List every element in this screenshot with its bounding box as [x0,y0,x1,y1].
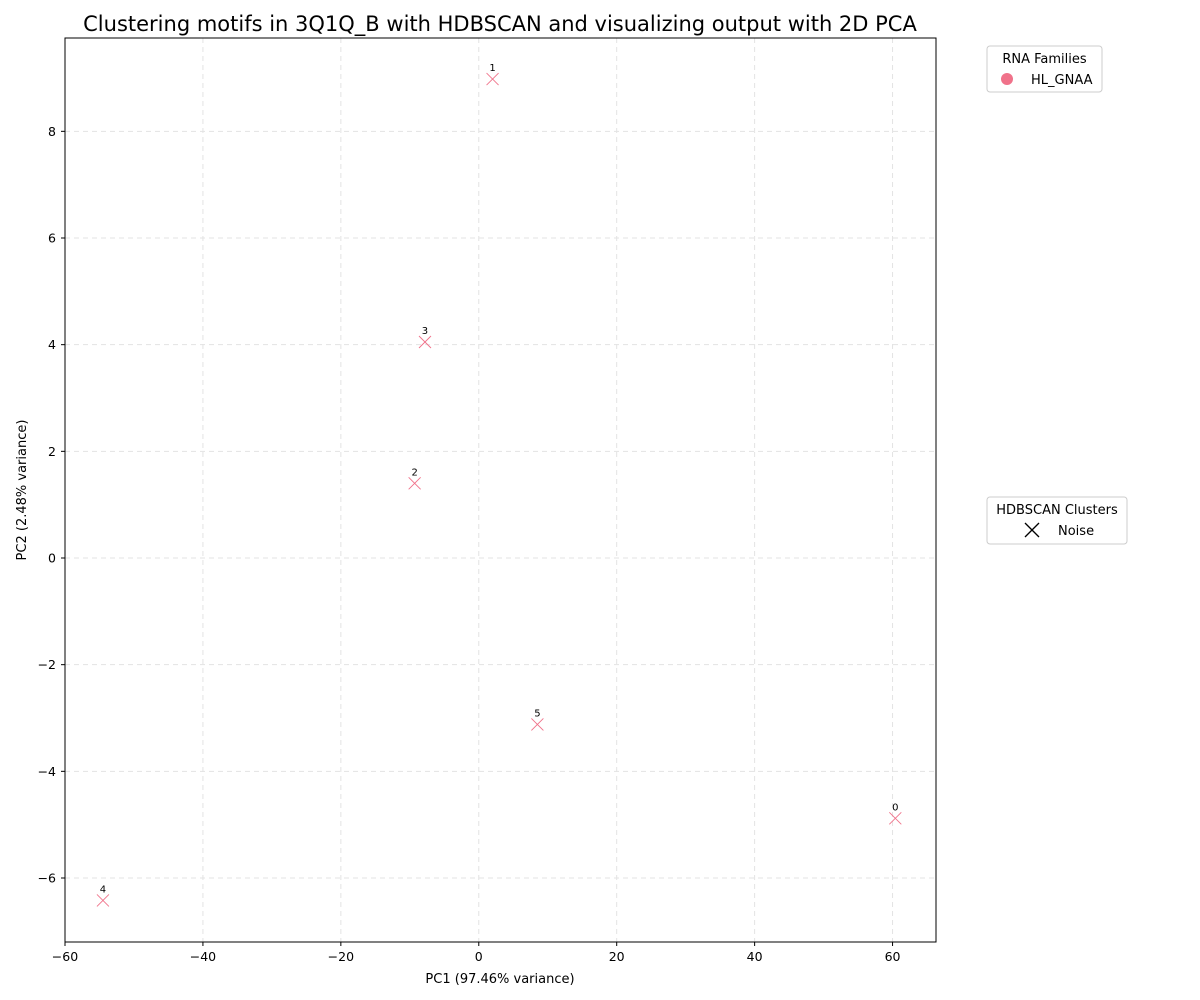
point-marker [408,477,421,490]
legends: RNA Families HL_GNAA HDBSCAN Clusters Noise [986,45,1128,545]
data-point-2: 2 [408,467,421,490]
point-marker [96,894,110,907]
y-axis-label: PC2 (2.48% variance) [15,420,30,561]
legend-title: RNA Families [1002,52,1087,67]
point-label: 5 [534,708,540,719]
y-axis-ticks: −6 −4 −2 0 2 4 6 8 [38,124,65,886]
legend-title: HDBSCAN Clusters [996,503,1118,518]
x-tick-label: 20 [609,949,625,964]
point-label: 2 [411,467,417,478]
data-point-5: 5 [531,708,544,731]
point-label: 4 [100,884,106,895]
legend-entry-label: HL_GNAA [1031,73,1093,88]
x-axis-ticks: −60 −40 −20 0 20 40 60 [52,942,901,964]
legend-box [986,45,1103,93]
data-point-4: 4 [96,884,110,907]
data-point-0: 0 [888,802,902,825]
y-tick-label: 0 [48,551,56,566]
x-tick-label: −20 [328,949,354,964]
y-tick-label: −4 [38,764,56,779]
legend-rna-families: RNA Families HL_GNAA [986,45,1103,93]
y-tick-label: 4 [48,337,56,352]
x-tick-label: 60 [885,949,901,964]
y-tick-label: 2 [48,444,56,459]
y-tick-label: 8 [48,124,56,139]
point-marker [888,811,902,825]
legend-hdbscan-clusters: HDBSCAN Clusters Noise [986,496,1128,545]
chart-title: Clustering motifs in 3Q1Q_B with HDBSCAN… [83,12,917,37]
legend-circle-marker [1001,73,1013,85]
point-marker [531,718,544,731]
x-tick-label: −60 [52,949,78,964]
x-tick-label: −40 [190,949,216,964]
y-tick-label: −2 [38,657,56,672]
legend-box [986,496,1128,545]
data-points: 0 1 2 3 4 5 [96,63,902,907]
x-tick-label: 0 [475,949,483,964]
y-tick-label: 6 [48,231,56,246]
point-label: 1 [489,63,495,74]
legend-entry-label: Noise [1058,524,1094,539]
x-tick-label: 40 [747,949,763,964]
y-tick-label: −6 [38,871,56,886]
grid-lines [64,38,936,942]
point-label: 3 [422,326,428,337]
point-label: 0 [892,802,898,813]
data-point-1: 1 [486,63,499,86]
point-marker [486,72,499,86]
plot-frame [64,37,937,943]
x-axis-label: PC1 (97.46% variance) [425,972,574,987]
legend-x-marker [1024,522,1040,538]
point-marker [418,335,432,349]
data-point-3: 3 [418,326,432,349]
